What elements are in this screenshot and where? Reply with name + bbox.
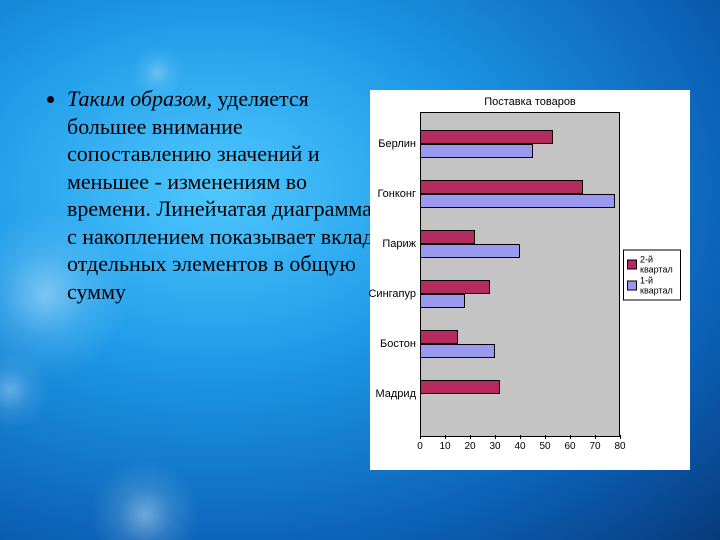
- x-tick-mark: [495, 435, 496, 439]
- bullet-lead: Таким образом,: [67, 86, 212, 111]
- x-tick-label: 10: [439, 441, 450, 452]
- legend-item: 1-й квартал: [627, 275, 677, 295]
- x-tick-mark: [570, 435, 571, 439]
- bar: [420, 280, 490, 294]
- bullet-block: Таким образом, уделяется большее внимани…: [45, 85, 380, 305]
- bar: [420, 380, 500, 394]
- bar: [420, 130, 553, 144]
- bar: [420, 144, 533, 158]
- bar: [420, 244, 520, 258]
- bars-layer: [420, 112, 620, 437]
- slide: Таким образом, уделяется большее внимани…: [0, 0, 720, 540]
- y-tick-label: Сингапур: [368, 288, 416, 300]
- y-tick-label: Берлин: [378, 138, 416, 150]
- legend-swatch: [627, 259, 637, 269]
- bar: [420, 194, 615, 208]
- y-tick-label: Париж: [382, 238, 416, 250]
- y-tick-label: Гонконг: [377, 188, 416, 200]
- x-tick-mark: [445, 435, 446, 439]
- x-tick-label: 70: [589, 441, 600, 452]
- legend: 2-й квартал1-й квартал: [623, 249, 681, 300]
- bullet-rest: уделяется большее внимание сопоставлению…: [67, 86, 374, 304]
- legend-label: 2-й квартал: [640, 254, 677, 274]
- chart-title: Поставка товаров: [370, 90, 690, 112]
- x-tick-mark: [545, 435, 546, 439]
- bar: [420, 230, 475, 244]
- bar: [420, 294, 465, 308]
- x-tick-label: 30: [489, 441, 500, 452]
- x-tick-mark: [595, 435, 596, 439]
- x-tick-mark: [520, 435, 521, 439]
- legend-swatch: [627, 280, 637, 290]
- x-tick-label: 20: [464, 441, 475, 452]
- chart-card: Поставка товаров Берлин Гонконг Париж Синга…: [370, 90, 690, 470]
- bullet-item: Таким образом, уделяется большее внимани…: [67, 85, 380, 305]
- x-tick-label: 40: [514, 441, 525, 452]
- legend-item: 2-й квартал: [627, 254, 677, 274]
- y-tick-label: Мадрид: [375, 388, 416, 400]
- y-tick-label: Бостон: [380, 338, 416, 350]
- x-tick-label: 50: [539, 441, 550, 452]
- x-tick-mark: [470, 435, 471, 439]
- x-tick-label: 0: [417, 441, 423, 452]
- x-tick-label: 60: [564, 441, 575, 452]
- plot-area: БерлинГонконгПарижСингапурБостонМадрид 0…: [378, 112, 682, 437]
- bar: [420, 344, 495, 358]
- x-tick-label: 80: [614, 441, 625, 452]
- lens-flare: [90, 460, 200, 540]
- x-tick-mark: [420, 435, 421, 439]
- legend-label: 1-й квартал: [640, 275, 677, 295]
- lens-flare: [0, 350, 50, 430]
- x-tick-mark: [620, 435, 621, 439]
- x-axis: 01020304050607080: [420, 439, 620, 459]
- bar: [420, 180, 583, 194]
- y-axis-labels: БерлинГонконгПарижСингапурБостонМадрид: [378, 112, 418, 437]
- bar: [420, 330, 458, 344]
